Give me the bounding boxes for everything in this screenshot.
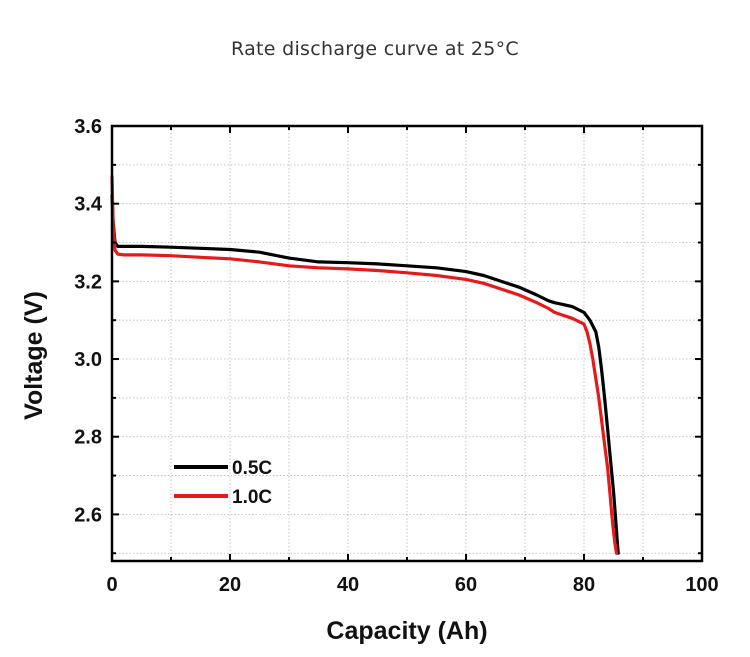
legend: 0.5C 1.0C — [174, 458, 272, 508]
page-title: Rate discharge curve at 25°C — [231, 38, 519, 60]
y-axis-title: Voltage (V) — [20, 291, 48, 420]
y-tick-label: 2.8 — [74, 427, 102, 449]
x-tick-labels: 0 20 40 60 80 100 — [106, 574, 718, 596]
y-tick-label: 3.2 — [74, 271, 102, 293]
y-tick-label: 3.0 — [74, 349, 102, 371]
legend-label: 0.5C — [232, 458, 272, 479]
y-tick-label: 3.6 — [74, 116, 102, 138]
series-line-1-0c — [110, 174, 619, 555]
x-axis-title: Capacity (Ah) — [326, 617, 487, 645]
x-tick-label: 60 — [455, 574, 477, 596]
legend-label: 1.0C — [232, 487, 272, 508]
x-tick-label: 40 — [337, 574, 359, 596]
series-lines — [110, 174, 620, 555]
series-line-0-5c — [110, 194, 620, 555]
y-tick-label: 2.6 — [74, 504, 102, 526]
x-tick-label: 80 — [573, 574, 595, 596]
x-tick-label: 0 — [106, 574, 117, 596]
grid — [112, 126, 702, 561]
y-tick-label: 3.4 — [74, 194, 103, 216]
axis-ticks — [111, 125, 703, 561]
y-tick-labels: 2.6 2.8 3.0 3.2 3.4 3.6 — [74, 116, 103, 526]
x-tick-label: 100 — [685, 574, 718, 596]
x-tick-label: 20 — [219, 574, 241, 596]
